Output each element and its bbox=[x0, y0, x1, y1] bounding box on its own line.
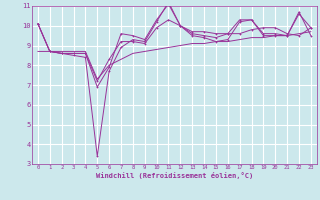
X-axis label: Windchill (Refroidissement éolien,°C): Windchill (Refroidissement éolien,°C) bbox=[96, 172, 253, 179]
